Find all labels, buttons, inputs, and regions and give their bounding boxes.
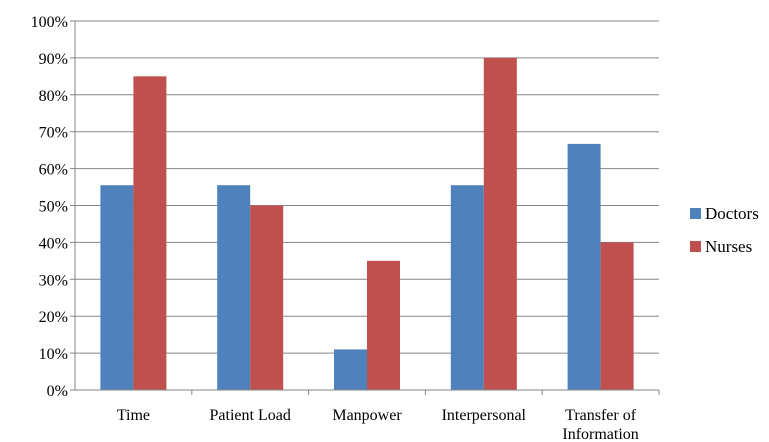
legend-swatch-nurses	[690, 241, 701, 252]
y-tick-label: 20%	[39, 309, 68, 326]
x-tick-label: Patient Load	[210, 407, 291, 424]
legend-label-nurses: Nurses	[705, 237, 752, 256]
bar-doctors-time	[100, 185, 134, 390]
x-tick-label: Time	[117, 407, 150, 424]
y-tick-label: 100%	[31, 14, 68, 31]
bar-doctors-manpower	[334, 349, 367, 390]
bar-nurses-time	[133, 76, 167, 390]
y-axis-ticks: 0% 10% 20% 30% 40% 50% 60% 70% 80% 90% 100%	[31, 14, 75, 400]
legend-label-doctors: Doctors	[705, 204, 759, 223]
bars	[100, 57, 634, 391]
y-tick-label: 60%	[39, 162, 68, 179]
y-tick-label: 50%	[39, 199, 68, 216]
bar-doctors-transfer-of-information	[567, 143, 601, 390]
y-tick-label: 90%	[39, 51, 68, 68]
bar-nurses-interpersonal	[483, 57, 517, 391]
y-tick-label: 30%	[39, 272, 68, 289]
x-tick-label: Transfer of Information	[562, 407, 638, 442]
bar-nurses-manpower	[367, 260, 400, 390]
legend-swatch-doctors	[690, 208, 701, 219]
x-tick-label: Manpower	[332, 407, 402, 424]
bar-doctors-patient-load	[217, 185, 251, 390]
y-tick-label: 0%	[47, 383, 68, 400]
y-tick-label: 70%	[39, 125, 68, 142]
bar-nurses-patient-load	[250, 205, 284, 390]
x-tick-label: Interpersonal	[442, 407, 527, 424]
bar-nurses-transfer-of-information	[600, 242, 634, 390]
y-tick-label: 40%	[39, 235, 68, 252]
y-tick-label: 80%	[39, 88, 68, 105]
x-axis-ticks: Time Patient Load Manpower Interpersonal Tra…	[117, 390, 660, 442]
y-tick-label: 10%	[39, 346, 68, 363]
bar-doctors-interpersonal	[450, 185, 484, 390]
gridlines	[75, 20, 659, 354]
legend: Doctors Nurses	[690, 204, 759, 256]
